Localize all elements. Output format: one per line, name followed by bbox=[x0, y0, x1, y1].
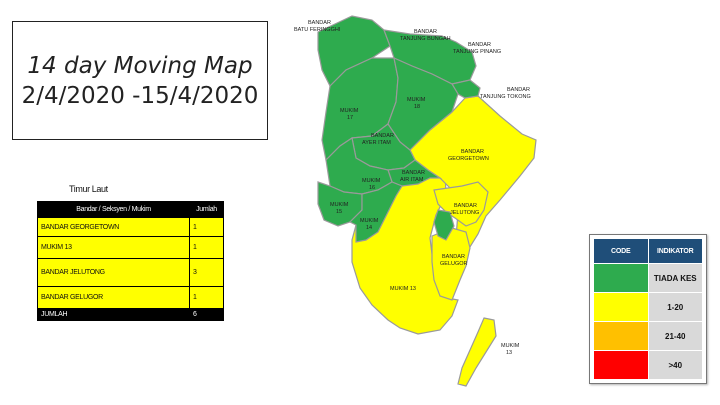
label-tanjung-tokong-1: BANDAR bbox=[507, 87, 530, 93]
label-mukim-17-2: 17 bbox=[347, 115, 353, 121]
table-cell-area: BANDAR GELUGOR bbox=[37, 285, 190, 310]
label-ayer-itam-2: AIR ITAM bbox=[400, 177, 424, 183]
label-mukim-16-2: 16 bbox=[369, 185, 375, 191]
region-mukim-13-island bbox=[457, 317, 497, 387]
label-mukim-13: MUKIM 13 bbox=[390, 286, 416, 292]
label-tanjung-bungah-1: BANDAR bbox=[414, 29, 437, 35]
table-cell-area: BANDAR JELUTONG bbox=[37, 258, 190, 287]
label-batu-ferringhi-2: BATU FERINGGHI bbox=[294, 27, 341, 33]
case-count-table: Bandar / Seksyen / Mukim Jumlah BANDAR G… bbox=[37, 201, 224, 321]
region-jelutong-green bbox=[433, 209, 455, 241]
label-gelugor-1: BANDAR bbox=[442, 254, 465, 260]
legend-label: 21-40 bbox=[647, 321, 703, 351]
legend: CODE INDIKATOR TIADA KES 1-20 21-40 >40 bbox=[589, 234, 707, 384]
table-cell-count: 1 bbox=[189, 216, 224, 238]
region-jelutong bbox=[433, 181, 489, 227]
legend-item: >40 bbox=[593, 350, 703, 380]
legend-swatch-yellow bbox=[593, 292, 649, 322]
legend-item: TIADA KES bbox=[593, 263, 703, 293]
label-mukim-15-1: MUKIM bbox=[330, 202, 349, 208]
table-total-label: JUMLAH bbox=[37, 308, 190, 321]
label-mukim-18-1: MUKIM bbox=[407, 97, 426, 103]
table-header-area: Bandar / Seksyen / Mukim bbox=[37, 201, 190, 218]
label-mukim-17-1: MUKIM bbox=[340, 108, 359, 114]
table-total-count: 6 bbox=[189, 308, 224, 321]
legend-swatch-green bbox=[593, 263, 649, 293]
legend-label: TIADA KES bbox=[647, 263, 703, 293]
label-tanjung-tokong-2: TANJUNG TOKONG bbox=[480, 94, 531, 100]
label-gelugor-2: GELUGOR bbox=[440, 261, 468, 267]
date-range: 2/4/2020 -15/4/2020 bbox=[21, 82, 259, 109]
label-mukim-13-island-2: 13 bbox=[506, 350, 512, 356]
legend-header-code: CODE bbox=[593, 238, 649, 264]
table-row: BANDAR GELUGOR 1 bbox=[37, 285, 224, 310]
title-box: 14 day Moving Map 2/4/2020 -15/4/2020 bbox=[12, 21, 268, 140]
label-mukim-16-1: MUKIM bbox=[362, 178, 381, 184]
map-labels: BANDAR BATU FERINGGHI BANDAR TANJUNG BUNGA… bbox=[294, 20, 531, 356]
table-total-row: JUMLAH 6 bbox=[37, 308, 224, 321]
region-mukim-18 bbox=[387, 56, 459, 151]
table-cell-count: 1 bbox=[189, 285, 224, 310]
map-regions bbox=[317, 15, 537, 387]
table-row: BANDAR GEORGETOWN 1 bbox=[37, 216, 224, 238]
label-tanjung-pinang-1: BANDAR bbox=[468, 42, 491, 48]
label-mukim-14-1: MUKIM bbox=[360, 218, 379, 224]
table-cell-count: 3 bbox=[189, 258, 224, 287]
label-air-itam-1: BANDAR bbox=[371, 133, 394, 139]
district-caption: Timur Laut bbox=[69, 184, 108, 194]
region-gelugor bbox=[431, 227, 471, 301]
table-header-row: Bandar / Seksyen / Mukim Jumlah bbox=[37, 201, 224, 218]
legend-label: >40 bbox=[647, 350, 703, 380]
label-ayer-itam-1: BANDAR bbox=[402, 170, 425, 176]
label-mukim-14-2: 14 bbox=[366, 225, 372, 231]
label-tanjung-pinang-2: TANJUNG PINANG bbox=[453, 49, 501, 55]
legend-item: 21-40 bbox=[593, 321, 703, 351]
label-georgetown-1: BANDAR bbox=[461, 149, 484, 155]
table-row: MUKIM 13 1 bbox=[37, 236, 224, 260]
label-tanjung-bungah-2: TANJUNG BUNGAH bbox=[400, 36, 451, 42]
label-jelutong-2: JELUTONG bbox=[450, 210, 479, 216]
label-georgetown-2: GEORGETOWN bbox=[448, 156, 489, 162]
label-mukim-18-2: 18 bbox=[414, 104, 420, 110]
table-cell-count: 1 bbox=[189, 236, 224, 260]
region-mukim-14 bbox=[348, 181, 403, 243]
legend-swatch-red bbox=[593, 350, 649, 380]
label-air-itam-2: AYER ITAM bbox=[362, 140, 391, 146]
table-cell-area: MUKIM 13 bbox=[37, 236, 190, 260]
label-mukim-15-2: 15 bbox=[336, 209, 342, 215]
label-jelutong-1: BANDAR bbox=[454, 203, 477, 209]
legend-table: CODE INDIKATOR TIADA KES 1-20 21-40 >40 bbox=[593, 238, 703, 380]
table-row: BANDAR JELUTONG 3 bbox=[37, 258, 224, 287]
legend-header-indicator: INDIKATOR bbox=[647, 238, 703, 264]
map-title: 14 day Moving Map bbox=[27, 52, 253, 79]
label-batu-ferringhi-1: BANDAR bbox=[308, 20, 331, 26]
label-mukim-13-island-1: MUKIM bbox=[501, 343, 520, 349]
